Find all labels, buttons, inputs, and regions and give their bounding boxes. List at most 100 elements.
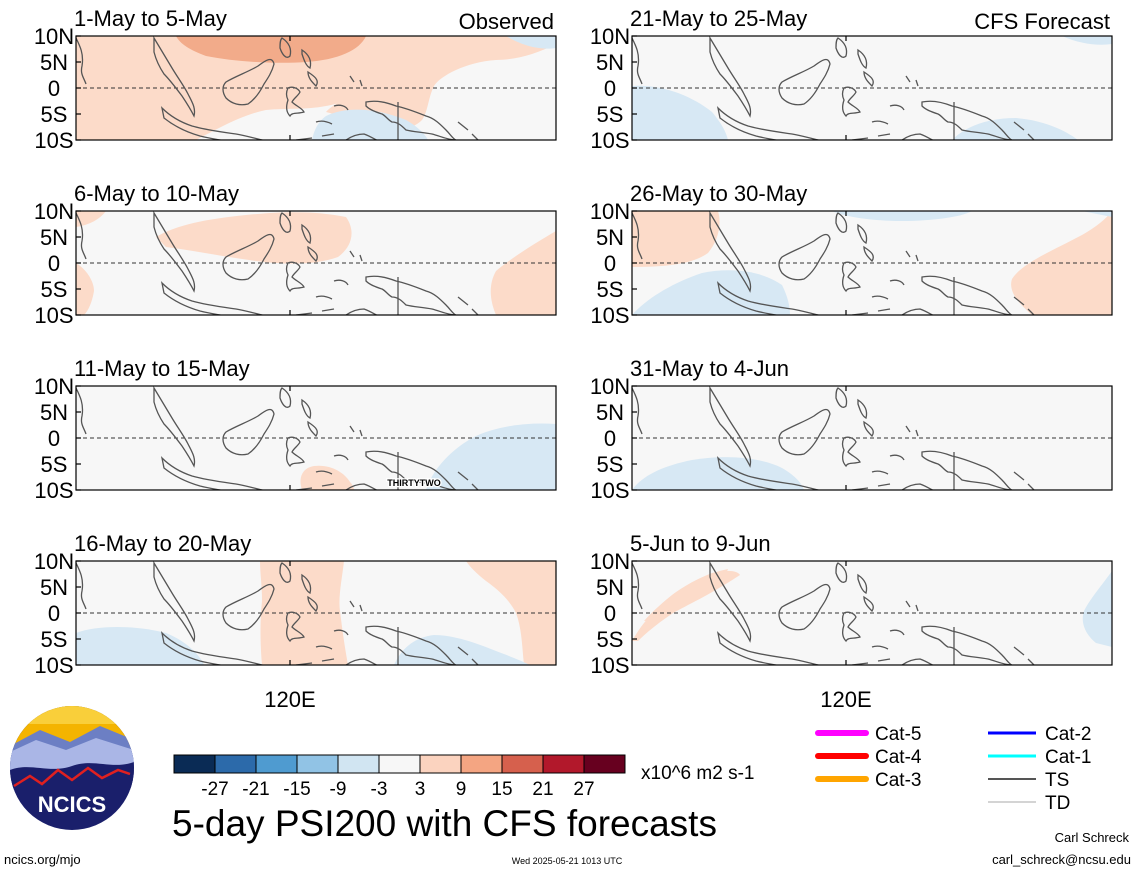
colorbar: -27 -21 -15 -9 -3 3 9 15 21 27 x10^6 m2 s-1 (173, 754, 754, 800)
y-tick-label: 5N (596, 400, 624, 425)
anomaly-shading-3 (326, 36, 556, 130)
footer-author: Carl Schreck (1055, 830, 1130, 845)
y-tick-label: 10S (590, 128, 629, 153)
y-tick-label: 10S (34, 478, 73, 503)
footer-timestamp: Wed 2025-05-21 1013 UTC (512, 856, 623, 866)
panel-title: 21-May to 25-May (630, 6, 807, 31)
main-title: 5-day PSI200 with CFS forecasts (172, 803, 717, 844)
footer-url: ncics.org/mjo (4, 852, 81, 867)
y-tick-label: 5N (40, 400, 68, 425)
panel-corner-label: CFS Forecast (974, 9, 1110, 34)
y-tick-label: 10S (590, 478, 629, 503)
colorbar-units: x10^6 m2 s-1 (641, 763, 754, 784)
panel-corner-label: Observed (459, 9, 554, 34)
y-tick-label: 0 (604, 76, 616, 101)
y-tick-label: 10N (590, 199, 630, 224)
colorbar-swatch (337, 754, 380, 774)
anomaly-shading-2 (466, 561, 556, 665)
legend-label: Cat-5 (875, 724, 921, 745)
legend-label: Cat-3 (875, 770, 921, 791)
anomaly-shading-2 (952, 118, 1078, 140)
y-tick-label: 5S (41, 627, 68, 652)
y-tick-label: 0 (48, 601, 60, 626)
anomaly-shading-4 (312, 109, 428, 140)
y-tick-label: 0 (604, 601, 616, 626)
y-tick-label: 0 (604, 426, 616, 451)
colorbar-swatch (501, 754, 544, 774)
anomaly-shading-1 (632, 457, 804, 490)
anomaly-shading-3 (76, 627, 204, 665)
y-tick-label: 10S (590, 303, 629, 328)
colorbar-tick-label: -15 (283, 779, 310, 800)
colorbar-swatch (583, 754, 626, 774)
anomaly-shading-1 (632, 211, 720, 267)
colorbar-swatch (214, 754, 257, 774)
y-tick-label: 5S (597, 277, 624, 302)
colorbar-swatch (460, 754, 503, 774)
colorbar-tick-label: 9 (456, 779, 467, 800)
legend-label: Cat-1 (1045, 747, 1091, 768)
y-tick-label: 10S (590, 653, 629, 678)
y-tick-label: 5N (596, 225, 624, 250)
footer-email: carl_schreck@ncsu.edu (992, 852, 1131, 867)
storm-track-label: THIRTYTWO (387, 478, 441, 488)
panel-title: 11-May to 15-May (74, 356, 250, 381)
anomaly-shading-2 (176, 36, 366, 63)
y-tick-label: 0 (604, 251, 616, 276)
y-tick-label: 5S (597, 102, 624, 127)
colorbar-swatch (255, 754, 298, 774)
y-tick-label: 10N (590, 374, 630, 399)
y-tick-label: 10S (34, 303, 73, 328)
anomaly-shading-1 (632, 85, 728, 140)
panel-title: 16-May to 20-May (74, 531, 251, 556)
colorbar-tick-label: -21 (242, 779, 269, 800)
anomaly-shading-2 (76, 263, 94, 315)
y-tick-label: 0 (48, 426, 60, 451)
y-tick-label: 5N (40, 50, 68, 75)
y-tick-label: 5S (597, 627, 624, 652)
y-tick-label: 10N (34, 199, 74, 224)
y-tick-label: 0 (48, 76, 60, 101)
colorbar-swatch (296, 754, 339, 774)
colorbar-swatch (419, 754, 462, 774)
colorbar-tick-label: -9 (330, 779, 347, 800)
ncics-logo: NCICS (10, 706, 134, 830)
anomaly-shading-3 (1062, 36, 1112, 45)
y-tick-label: 5S (41, 102, 68, 127)
anomaly-shading-4 (490, 231, 556, 315)
colorbar-tick-label: -27 (201, 779, 228, 800)
colorbar-swatch (173, 754, 216, 774)
panel-title: 6-May to 10-May (74, 181, 239, 206)
colorbar-tick-label: 3 (415, 779, 426, 800)
logo-text: NCICS (38, 792, 106, 817)
y-tick-label: 10S (34, 128, 73, 153)
legend-label: Cat-2 (1045, 724, 1091, 745)
y-tick-label: 10S (34, 653, 73, 678)
y-tick-label: 0 (48, 251, 60, 276)
x-tick-label: 120E (820, 687, 871, 712)
anomaly-shading-4 (832, 211, 972, 221)
y-tick-label: 5N (40, 575, 68, 600)
anomaly-shading-2 (300, 465, 354, 490)
legend-label: TD (1045, 793, 1070, 814)
anomaly-shading-5 (506, 36, 556, 49)
x-tick-label: 120E (264, 687, 315, 712)
y-tick-label: 10N (590, 24, 630, 49)
y-tick-label: 5S (41, 277, 68, 302)
y-tick-label: 10N (34, 24, 74, 49)
colorbar-tick-label: -3 (371, 779, 388, 800)
anomaly-shading-2 (644, 570, 740, 621)
y-tick-label: 10N (590, 549, 630, 574)
panel-title: 31-May to 4-Jun (630, 356, 789, 381)
y-tick-label: 5N (40, 225, 68, 250)
y-tick-label: 5N (596, 50, 624, 75)
anomaly-shading-1 (426, 423, 556, 490)
colorbar-tick-label: 21 (532, 779, 553, 800)
